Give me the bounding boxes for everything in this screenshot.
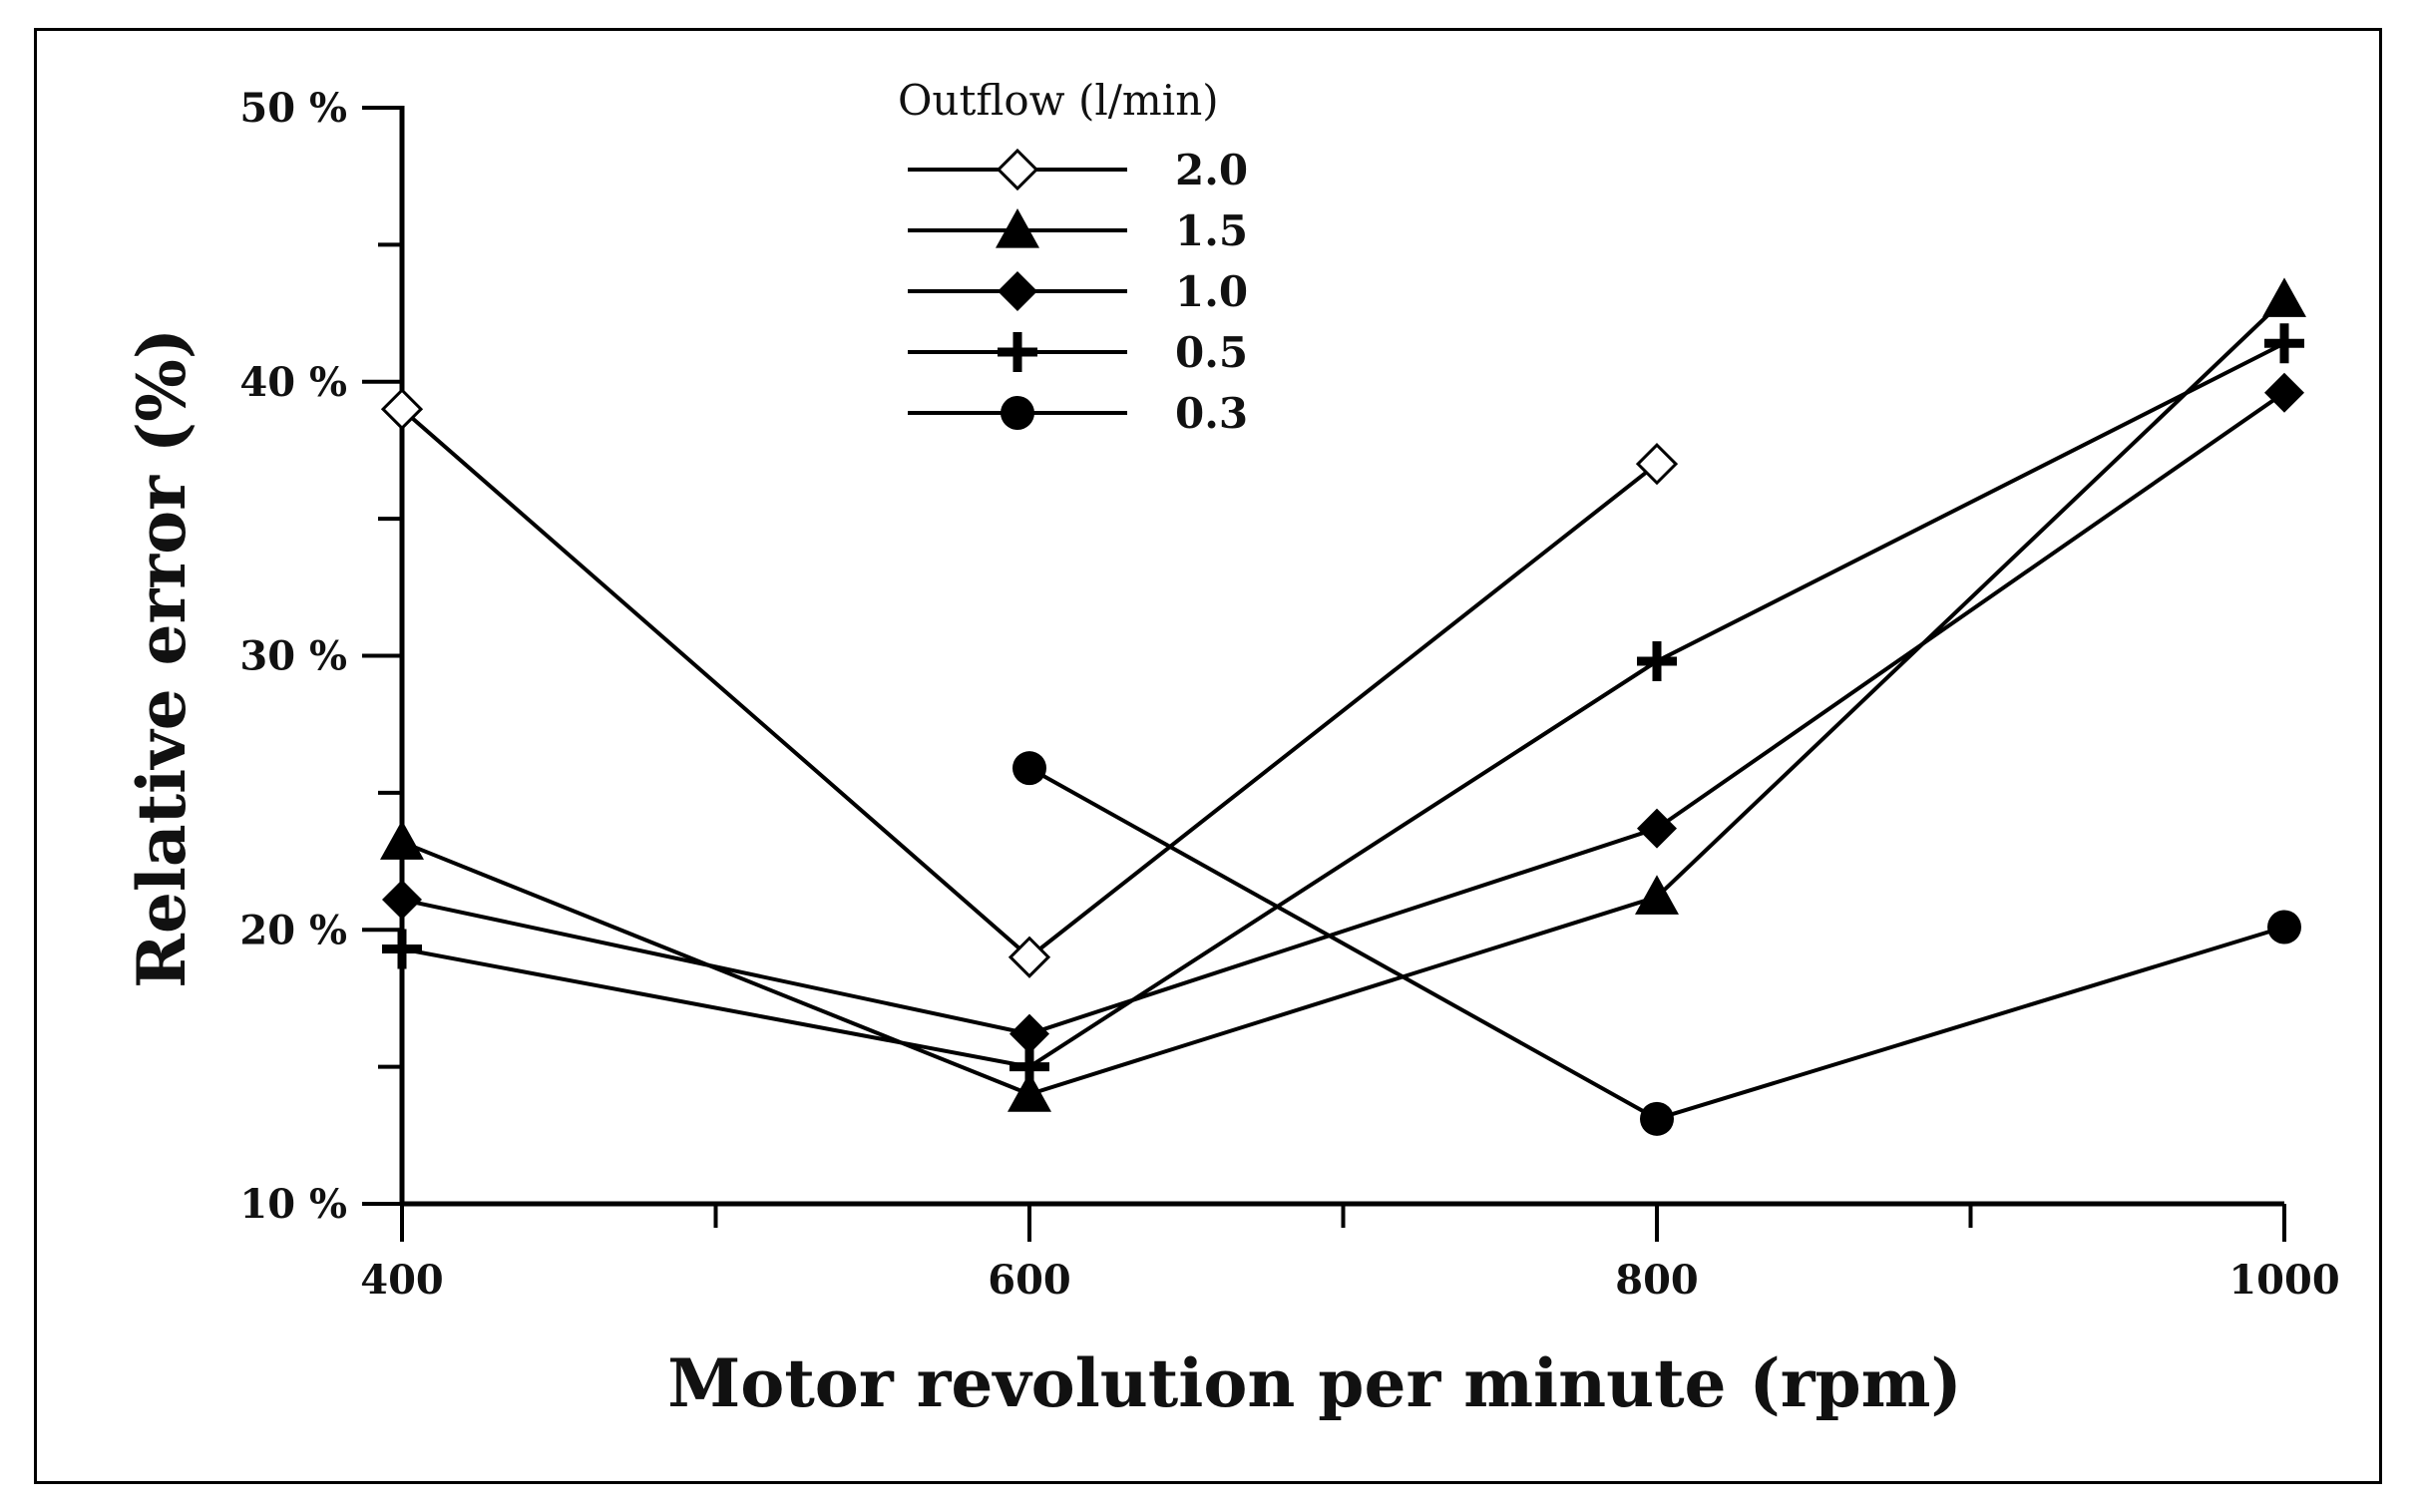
plus-marker <box>998 332 1037 372</box>
filled-diamond-marker <box>2264 372 2304 413</box>
data-point <box>2267 910 2301 945</box>
y-tick-label: 30 % <box>239 633 347 680</box>
plus-marker <box>382 929 422 969</box>
chart-frame <box>34 28 2382 1484</box>
data-point <box>382 929 422 969</box>
data-point <box>380 820 424 860</box>
series-1.5 <box>380 277 2306 1112</box>
open-diamond-marker <box>1635 443 1679 486</box>
filled-circle-marker <box>1012 751 1046 786</box>
data-point <box>380 388 424 431</box>
y-tick-label: 10 % <box>239 1181 347 1228</box>
filled-circle-marker <box>2267 910 2301 945</box>
series-1.0 <box>382 372 2304 1054</box>
data-point <box>1009 1013 1049 1054</box>
filled-diamond-marker <box>998 271 1037 311</box>
series-0.3 <box>1012 751 2301 1136</box>
legend: Outflow (l/min) 2.0 1.5 1.0 0.5 0.3 <box>898 76 1248 438</box>
data-point <box>1637 808 1677 849</box>
data-point <box>1635 443 1679 486</box>
axes: 10 % 20 % 30 % 40 % 50 % 400 600 800 1000 <box>239 85 2339 1304</box>
series-line <box>401 297 2286 1097</box>
series-line <box>400 407 1659 960</box>
legend-title: Outflow (l/min) <box>898 76 1219 125</box>
series-0.5 <box>382 323 2304 1087</box>
plus-marker <box>2264 323 2304 364</box>
series-layer <box>380 277 2306 1136</box>
data-point <box>1008 936 1051 978</box>
filled-circle-marker <box>1001 396 1034 430</box>
open-diamond-marker <box>380 388 424 431</box>
x-tick-label: 400 <box>360 1257 444 1304</box>
data-point <box>1640 1101 1674 1136</box>
data-point <box>2262 277 2306 317</box>
y-tick-label: 40 % <box>239 359 347 406</box>
x-tick-label: 600 <box>988 1257 1071 1304</box>
y-tick-label: 50 % <box>239 85 347 132</box>
filled-diamond-marker <box>382 880 422 921</box>
legend-label: 0.5 <box>1175 328 1248 377</box>
legend-label: 2.0 <box>1175 146 1248 194</box>
legend-label: 1.5 <box>1175 206 1248 255</box>
data-point <box>1637 640 1677 681</box>
legend-item: 2.0 <box>908 146 1248 194</box>
data-point <box>2264 323 2304 364</box>
data-point <box>1635 875 1679 915</box>
filled-circle-marker <box>1640 1101 1674 1136</box>
filled-triangle-marker <box>380 820 424 860</box>
data-point <box>1008 1072 1051 1112</box>
x-tick-label: 800 <box>1615 1257 1699 1304</box>
legend-item: 0.5 <box>908 328 1248 377</box>
series-line <box>401 391 2286 1036</box>
legend-marker <box>1001 396 1034 430</box>
data-point <box>382 880 422 921</box>
filled-diamond-marker <box>1637 808 1677 849</box>
series-line <box>401 341 2285 1069</box>
data-point <box>1009 1046 1049 1087</box>
legend-marker <box>998 271 1037 311</box>
data-point <box>1012 751 1046 786</box>
y-axis-title: Relative error (%) <box>123 328 201 988</box>
plus-marker <box>1009 1046 1049 1087</box>
series-2.0 <box>380 388 1679 978</box>
plus-marker <box>1637 640 1677 681</box>
x-axis-title: Motor revolution per minute (rpm) <box>667 1344 1962 1422</box>
x-tick-label: 1000 <box>2228 1257 2339 1304</box>
data-point <box>2264 372 2304 413</box>
open-diamond-marker <box>996 148 1039 191</box>
legend-item: 1.0 <box>908 267 1248 316</box>
legend-label: 0.3 <box>1175 389 1248 438</box>
filled-diamond-marker <box>1009 1013 1049 1054</box>
legend-marker <box>996 208 1039 248</box>
filled-triangle-marker <box>1008 1072 1051 1112</box>
legend-item: 1.5 <box>908 206 1248 255</box>
legend-item: 0.3 <box>908 389 1248 438</box>
filled-triangle-marker <box>1635 875 1679 915</box>
legend-label: 1.0 <box>1175 267 1248 316</box>
filled-triangle-marker <box>2262 277 2306 317</box>
legend-marker <box>996 148 1039 191</box>
filled-triangle-marker <box>996 208 1039 248</box>
y-tick-label: 20 % <box>239 907 347 953</box>
open-diamond-marker <box>1008 936 1051 978</box>
legend-marker <box>998 332 1037 372</box>
